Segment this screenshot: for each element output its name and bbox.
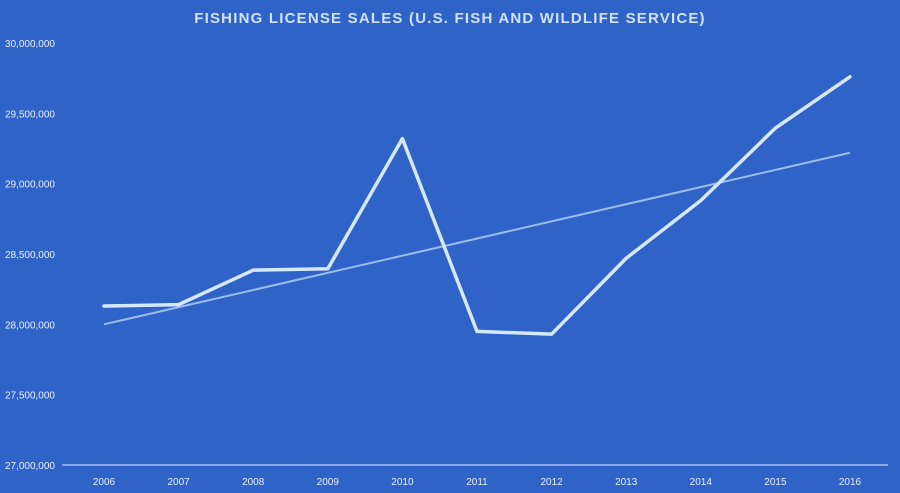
chart-title: FISHING LICENSE SALES (U.S. FISH AND WIL…	[194, 10, 706, 27]
x-tick-label: 2010	[391, 477, 414, 488]
x-tick-label: 2015	[764, 477, 787, 488]
x-tick-label: 2012	[540, 477, 563, 488]
x-tick-label: 2008	[242, 477, 265, 488]
y-tick-label: 29,500,000	[5, 109, 55, 120]
trend-line	[103, 151, 851, 326]
drop-lines	[103, 76, 851, 465]
series-line	[102, 75, 852, 336]
x-tick-label: 2006	[93, 477, 116, 488]
y-tick-label: 29,000,000	[5, 180, 55, 191]
x-tick-label: 2013	[615, 477, 638, 488]
y-tick-label: 27,500,000	[5, 391, 55, 402]
y-tick-label: 28,500,000	[5, 250, 55, 261]
y-tick-label: 27,000,000	[5, 461, 55, 472]
y-tick-label: 30,000,000	[5, 39, 55, 50]
x-tick-label: 2011	[466, 477, 488, 488]
y-tick-label: 28,000,000	[5, 320, 55, 331]
y-axis-ticks: 27,000,000 27,500,000 28,000,000 28,500,000…	[5, 39, 55, 472]
x-tick-label: 2014	[690, 477, 713, 488]
x-tick-label: 2007	[167, 477, 190, 488]
x-tick-label: 2016	[839, 477, 862, 488]
x-tick-label: 2009	[317, 477, 340, 488]
x-axis-ticks: 2006 2007 2008 2009 2010 2011 2012 2013 2014 2015…	[93, 477, 862, 488]
